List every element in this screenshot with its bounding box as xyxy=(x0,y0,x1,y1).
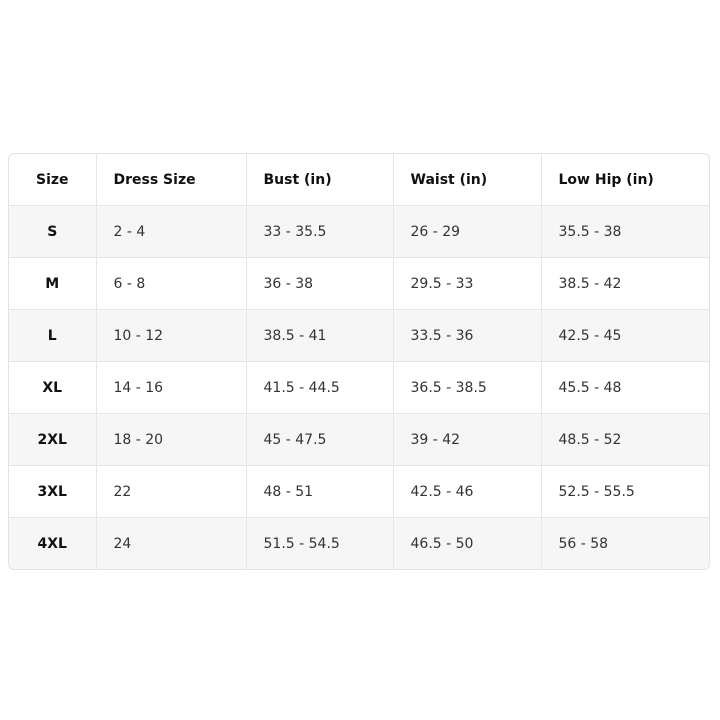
table-cell: S xyxy=(9,205,96,258)
table-cell: 6 - 8 xyxy=(95,257,246,310)
table-cell: 39 - 42 xyxy=(392,413,541,466)
table-row: 3XL 22 48 - 51 42.5 - 46 52.5 - 55.5 xyxy=(9,465,709,518)
table-row: XL 14 - 16 41.5 - 44.5 36.5 - 38.5 45.5 - 48 xyxy=(9,361,709,414)
table-cell: 18 - 20 xyxy=(95,413,246,466)
table-cell: 22 xyxy=(95,465,246,518)
table-cell: 26 - 29 xyxy=(392,205,541,258)
table-cell: 45 - 47.5 xyxy=(245,413,393,466)
table-cell: 33 - 35.5 xyxy=(245,205,393,258)
table-cell: M xyxy=(9,257,96,310)
table-cell: L xyxy=(9,309,96,362)
table-cell: 48.5 - 52 xyxy=(540,413,709,466)
header-cell: Dress Size xyxy=(95,154,246,206)
table-cell: XL xyxy=(9,361,96,414)
table-cell: 42.5 - 46 xyxy=(392,465,541,518)
table-cell: 4XL xyxy=(9,517,96,569)
table-cell: 2 - 4 xyxy=(95,205,246,258)
table-cell: 3XL xyxy=(9,465,96,518)
size-chart: Size Dress Size Bust (in) Waist (in) Low Hip… xyxy=(8,153,710,570)
table-cell: 51.5 - 54.5 xyxy=(245,517,393,569)
table-cell: 41.5 - 44.5 xyxy=(245,361,393,414)
table-cell: 56 - 58 xyxy=(540,517,709,569)
header-cell: Bust (in) xyxy=(245,154,393,206)
table-cell: 29.5 - 33 xyxy=(392,257,541,310)
table-row: L 10 - 12 38.5 - 41 33.5 - 36 42.5 - 45 xyxy=(9,309,709,362)
header-cell: Low Hip (in) xyxy=(540,154,709,206)
table-cell: 35.5 - 38 xyxy=(540,205,709,258)
table-cell: 42.5 - 45 xyxy=(540,309,709,362)
size-table: Size Dress Size Bust (in) Waist (in) Low Hip… xyxy=(9,154,709,569)
table-row: 2XL 18 - 20 45 - 47.5 39 - 42 48.5 - 52 xyxy=(9,413,709,466)
header-cell: Size xyxy=(35,171,69,188)
table-cell: 38.5 - 42 xyxy=(540,257,709,310)
table-cell: 46.5 - 50 xyxy=(392,517,541,569)
table-cell: 36 - 38 xyxy=(245,257,393,310)
table-cell: 38.5 - 41 xyxy=(245,309,393,362)
header-cell: Waist (in) xyxy=(392,154,541,206)
table-cell: 45.5 - 48 xyxy=(540,361,709,414)
table-row: 4XL 24 51.5 - 54.5 46.5 - 50 56 - 58 xyxy=(9,517,709,569)
table-cell: 52.5 - 55.5 xyxy=(540,465,709,518)
table-cell: 14 - 16 xyxy=(95,361,246,414)
table-cell: 24 xyxy=(95,517,246,569)
table-cell: 33.5 - 36 xyxy=(392,309,541,362)
table-cell: 48 - 51 xyxy=(245,465,393,518)
header-row: Size Dress Size Bust (in) Waist (in) Low Hip… xyxy=(9,154,709,206)
table-cell: 10 - 12 xyxy=(95,309,246,362)
table-cell: 2XL xyxy=(9,413,96,466)
table-cell: 36.5 - 38.5 xyxy=(392,361,541,414)
